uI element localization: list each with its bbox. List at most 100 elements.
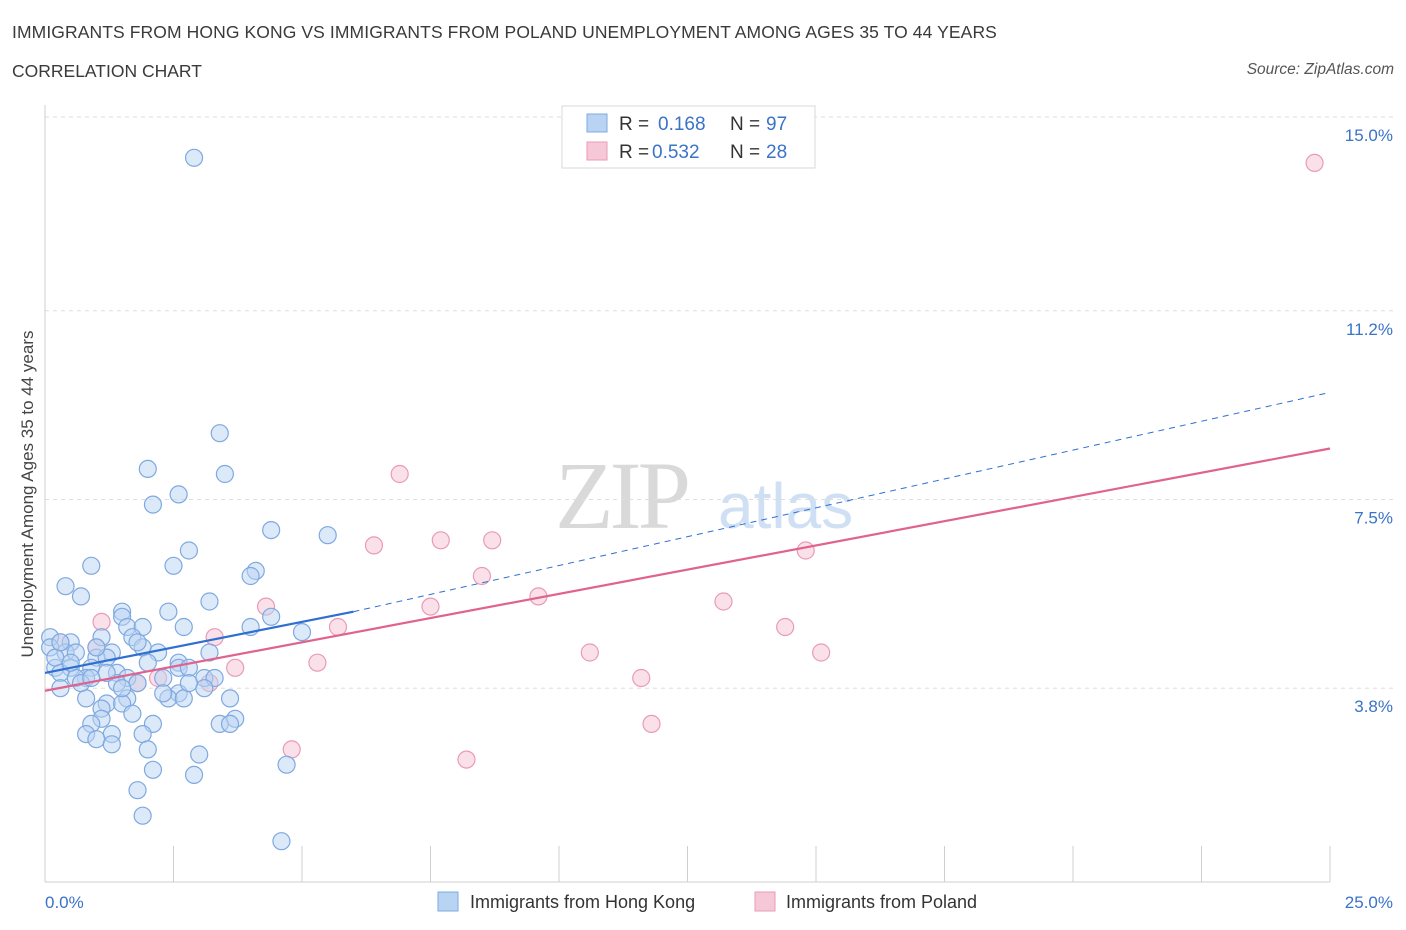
hongkong-point: [87, 730, 106, 749]
y-tick-label: 15.0%: [1345, 126, 1393, 145]
y-tick-labels: 3.8% 7.5% 11.2% 15.0%: [1345, 126, 1393, 716]
poland-point: [483, 531, 502, 550]
trend-line-hongkong-extension: [353, 391, 1331, 613]
poland-point: [776, 617, 795, 637]
hongkong-point: [102, 735, 121, 754]
hongkong-point: [82, 556, 101, 575]
poland-point: [390, 464, 409, 484]
stats-legend: R = 0.168 N = 97 R = 0.532 N = 28: [561, 105, 816, 169]
poland-point: [92, 612, 111, 632]
source-label: Source: ZipAtlas.com: [1246, 61, 1394, 78]
hongkong-point: [71, 587, 91, 606]
chart-title: IMMIGRANTS FROM HONG KONG VS IMMIGRANTS …: [12, 22, 997, 42]
hongkong-point: [184, 765, 204, 785]
poland-point: [472, 566, 491, 586]
hongkong-point: [272, 832, 291, 851]
legend-swatch-poland: [754, 891, 776, 912]
hongkong-point: [190, 745, 209, 764]
trend-lines: [44, 391, 1331, 692]
hongkong-point: [154, 684, 173, 703]
hongkong-point: [133, 806, 152, 825]
hongkong-point: [159, 602, 178, 621]
hongkong-point: [56, 577, 75, 596]
stats-n-label-poland: N =: [730, 142, 760, 163]
poland-points: [51, 153, 1324, 769]
hongkong-point: [112, 679, 132, 698]
hongkong-point: [164, 556, 183, 575]
poland-point: [812, 643, 831, 662]
x-tick-label-max: 25.0%: [1345, 893, 1393, 912]
hongkong-point: [128, 781, 147, 800]
stats-n-value-hongkong: 97: [766, 114, 787, 135]
watermark-atlas: atlas: [718, 470, 853, 542]
hongkong-point: [292, 622, 312, 642]
hongkong-point: [128, 673, 147, 693]
hongkong-point: [51, 633, 70, 652]
poland-point: [1305, 153, 1324, 172]
hongkong-point: [133, 724, 152, 744]
hongkong-point: [154, 668, 173, 688]
legend-label-poland: Immigrants from Poland: [786, 892, 977, 912]
hongkong-point: [241, 566, 260, 586]
poland-point: [642, 714, 661, 734]
hongkong-point: [210, 424, 229, 443]
hongkong-point: [143, 760, 163, 779]
hongkong-point: [262, 520, 281, 540]
poland-point: [308, 653, 327, 672]
hongkong-point: [174, 689, 193, 708]
y-tick-label: 3.8%: [1354, 697, 1393, 716]
hongkong-point: [220, 714, 240, 734]
hongkong-point: [138, 653, 157, 672]
hongkong-point: [262, 607, 281, 626]
stats-r-value-hongkong: 0.168: [658, 114, 706, 135]
hongkong-point: [184, 148, 204, 167]
stats-r-label-hongkong: R =: [619, 114, 649, 135]
hongkong-point: [77, 689, 96, 708]
y-tick-label: 7.5%: [1354, 509, 1393, 528]
hongkong-point: [123, 704, 142, 723]
poland-point: [632, 668, 651, 688]
poland-point: [796, 541, 815, 560]
series-legend: Immigrants from Hong Kong Immigrants fro…: [437, 891, 977, 912]
hongkong-point: [128, 633, 147, 652]
hongkong-point: [200, 592, 219, 611]
poland-point: [457, 750, 476, 769]
legend-swatch-hongkong: [437, 891, 459, 912]
x-ticks: [173, 846, 1331, 882]
hongkong-point: [200, 643, 219, 662]
stats-r-label-poland: R =: [619, 142, 649, 163]
hongkong-point: [169, 485, 188, 504]
hongkong-point: [143, 495, 163, 514]
poland-point: [431, 531, 450, 550]
x-tick-label-min: 0.0%: [45, 893, 84, 912]
trend-line-hongkong: [44, 610, 354, 674]
poland-point: [580, 643, 599, 662]
poland-point: [282, 740, 301, 759]
poland-point: [364, 536, 384, 555]
y-tick-label: 11.2%: [1346, 320, 1393, 339]
stats-n-label-hongkong: N =: [730, 114, 760, 135]
poland-point: [226, 658, 245, 677]
stats-r-value-poland: 0.532: [652, 142, 700, 163]
stats-swatch-hongkong: [586, 113, 608, 133]
hongkong-point: [138, 459, 157, 478]
hongkong-point: [179, 673, 199, 693]
watermark: ZIP atlas: [555, 442, 853, 549]
chart-subtitle: CORRELATION CHART: [12, 61, 202, 81]
hongkong-point: [46, 648, 65, 667]
hongkong-point: [215, 464, 234, 484]
hongkong-point: [174, 617, 193, 637]
hongkong-point: [220, 689, 240, 708]
hongkong-point: [138, 740, 157, 759]
poland-point: [421, 597, 440, 616]
stats-swatch-poland: [586, 141, 608, 161]
hongkong-point: [277, 755, 296, 774]
axes: [44, 105, 1330, 883]
watermark-zip: ZIP: [555, 442, 688, 549]
poland-point: [328, 617, 348, 637]
hongkong-point: [195, 679, 214, 698]
poland-point: [714, 592, 733, 611]
legend-label-hongkong: Immigrants from Hong Kong: [470, 892, 695, 912]
y-axis-label: Unemployment Among Ages 35 to 44 years: [18, 331, 37, 658]
